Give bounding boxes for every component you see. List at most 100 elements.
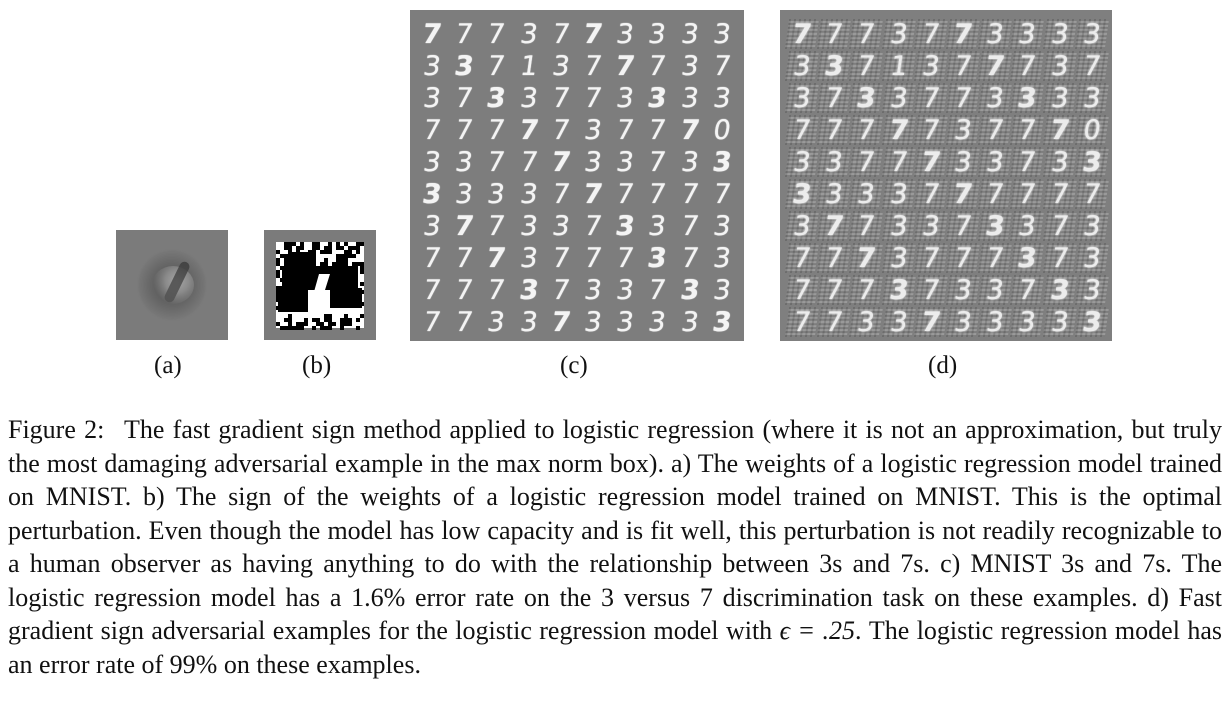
subfigure-label-d: (d) bbox=[928, 352, 958, 379]
digit-cell: 3 bbox=[485, 178, 508, 210]
digit-cell: 7 bbox=[678, 114, 702, 146]
digit-cell: 7 bbox=[817, 275, 852, 306]
digit-cell: 3 bbox=[881, 275, 916, 306]
digit-cell: 7 bbox=[978, 51, 1013, 82]
digit-cell: 3 bbox=[881, 307, 916, 338]
digit-cell: 3 bbox=[1042, 275, 1077, 306]
sign-weights-image bbox=[264, 230, 376, 340]
digit-cell: 3 bbox=[678, 146, 701, 178]
digit-cell: 3 bbox=[582, 306, 604, 338]
digit-cell: 3 bbox=[582, 114, 604, 146]
digit-cell: 3 bbox=[485, 306, 508, 338]
digit-cell: 7 bbox=[817, 115, 852, 146]
digit-cell: 7 bbox=[1074, 51, 1110, 82]
digit-cell: 7 bbox=[421, 274, 443, 306]
digit-cell: 3 bbox=[1010, 83, 1045, 114]
digit-cell: 7 bbox=[913, 147, 949, 178]
digit-cell: 7 bbox=[913, 115, 949, 146]
digit-cell: 7 bbox=[945, 179, 981, 210]
digit-cell: 7 bbox=[784, 243, 820, 274]
digit-cell: 7 bbox=[614, 178, 637, 210]
digit-cell: 7 bbox=[849, 51, 884, 82]
digit-cell: 3 bbox=[646, 18, 669, 50]
digit-cell: 3 bbox=[945, 147, 981, 178]
digit-cell: 7 bbox=[945, 243, 981, 274]
digit-cell: 3 bbox=[881, 211, 916, 242]
digit-cell: 3 bbox=[711, 82, 733, 114]
digit-cell: 7 bbox=[913, 307, 949, 338]
digit-cell: 7 bbox=[945, 51, 981, 82]
digit-cell: 3 bbox=[613, 210, 637, 242]
digit-cell: 7 bbox=[582, 82, 604, 114]
digit-cell: 3 bbox=[582, 274, 604, 306]
digit-cell: 3 bbox=[517, 178, 540, 210]
digit-cell: 3 bbox=[849, 83, 884, 114]
digit-cell: 3 bbox=[550, 210, 572, 242]
digit-cell: 7 bbox=[420, 18, 444, 50]
digit-cell: 7 bbox=[453, 114, 476, 146]
subfigure-label-c: (c) bbox=[560, 352, 588, 379]
digit-cell: 3 bbox=[452, 50, 476, 82]
digit-cell: 7 bbox=[453, 306, 476, 338]
digit-cell: 7 bbox=[817, 19, 852, 50]
digit-cell: 7 bbox=[614, 242, 637, 274]
caption-text: The fast gradient sign method applied to… bbox=[8, 415, 1223, 645]
digit-cell: 7 bbox=[1042, 243, 1077, 274]
digit-cell: 3 bbox=[784, 211, 820, 242]
digit-cell: 3 bbox=[784, 179, 820, 210]
digit-cell: 0 bbox=[711, 114, 733, 146]
digit-cell: 3 bbox=[881, 19, 916, 50]
digit-cell: 3 bbox=[1074, 211, 1110, 242]
digit-cell: 3 bbox=[1042, 51, 1077, 82]
digit-cell: 7 bbox=[945, 83, 981, 114]
digit-cell: 3 bbox=[420, 178, 444, 210]
caption-label: Figure 2: bbox=[8, 415, 105, 444]
digit-cell: 3 bbox=[421, 146, 443, 178]
digit-cell: 3 bbox=[710, 146, 734, 178]
digit-cell: 7 bbox=[549, 146, 573, 178]
digit-cell: 7 bbox=[817, 83, 852, 114]
digit-cell: 7 bbox=[817, 243, 852, 274]
digit-cell: 7 bbox=[978, 115, 1013, 146]
digit-cell: 3 bbox=[614, 18, 637, 50]
digit-cell: 3 bbox=[978, 211, 1013, 242]
digit-cell: 3 bbox=[550, 50, 572, 82]
digit-cell: 7 bbox=[881, 115, 916, 146]
digit-cell: 3 bbox=[710, 306, 734, 338]
digit-cell: 3 bbox=[711, 18, 733, 50]
digit-cell: 7 bbox=[646, 114, 669, 146]
digit-cell: 7 bbox=[453, 82, 476, 114]
digit-cell: 7 bbox=[1010, 115, 1045, 146]
digit-cell: 3 bbox=[1042, 83, 1077, 114]
caption-epsilon: ϵ = .25 bbox=[779, 616, 855, 645]
digit-cell: 3 bbox=[453, 146, 476, 178]
digit-cell: 7 bbox=[913, 275, 949, 306]
digit-cell: 7 bbox=[453, 18, 476, 50]
digit-cell: 3 bbox=[881, 83, 916, 114]
digit-cell: 3 bbox=[784, 147, 820, 178]
subfigure-label-a: (a) bbox=[154, 352, 182, 379]
digit-cell: 3 bbox=[614, 274, 637, 306]
digit-cell: 7 bbox=[978, 179, 1013, 210]
digit-cell: 7 bbox=[453, 242, 476, 274]
digit-cell: 3 bbox=[645, 242, 670, 274]
digit-cell: 3 bbox=[784, 83, 820, 114]
subfigure-label-b: (b) bbox=[302, 352, 332, 379]
digit-cell: 7 bbox=[485, 50, 508, 82]
digit-cell: 3 bbox=[484, 82, 509, 114]
digit-cell: 7 bbox=[1042, 211, 1077, 242]
digit-cell: 3 bbox=[711, 210, 733, 242]
figure-caption: Figure 2: The fast gradient sign method … bbox=[8, 413, 1222, 681]
digit-cell: 3 bbox=[517, 242, 540, 274]
digit-cell: 7 bbox=[452, 210, 476, 242]
digit-cell: 3 bbox=[421, 82, 443, 114]
digit-cell: 7 bbox=[1042, 179, 1077, 210]
digit-cell: 7 bbox=[614, 114, 637, 146]
digit-cell: 7 bbox=[646, 50, 669, 82]
weights-image bbox=[116, 230, 228, 340]
digit-cell: 7 bbox=[582, 50, 604, 82]
digit-cell: 3 bbox=[711, 274, 733, 306]
digit-cell: 3 bbox=[678, 274, 702, 306]
caption-text-end: . The logistic regression model has an e… bbox=[8, 616, 1222, 679]
